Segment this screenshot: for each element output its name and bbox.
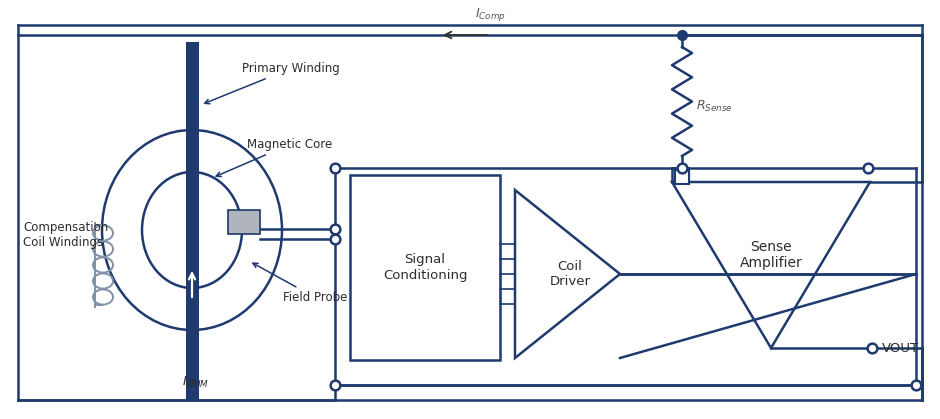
Text: Sense
Amplifier: Sense Amplifier [740, 240, 803, 270]
Text: $I_{PRIM}$: $I_{PRIM}$ [181, 375, 209, 390]
Bar [675, 170, 689, 184]
Text: Field Probe: Field Probe [253, 263, 348, 304]
Bar [675, 168, 689, 182]
Bar [185, 42, 198, 400]
Bar [350, 175, 500, 360]
Text: Compensation
Coil Windings: Compensation Coil Windings [23, 221, 108, 249]
Text: Magnetic Core: Magnetic Core [216, 138, 332, 176]
Text: Coil
Driver: Coil Driver [550, 260, 590, 288]
Bar [228, 210, 260, 234]
Text: Primary Winding: Primary Winding [205, 62, 339, 104]
Text: VOUT: VOUT [882, 341, 919, 354]
Text: $R_{Sense}$: $R_{Sense}$ [696, 99, 732, 114]
Ellipse shape [142, 172, 242, 288]
Text: $I_{Comp}$: $I_{Comp}$ [475, 6, 506, 23]
Text: Signal
Conditioning: Signal Conditioning [383, 253, 467, 282]
